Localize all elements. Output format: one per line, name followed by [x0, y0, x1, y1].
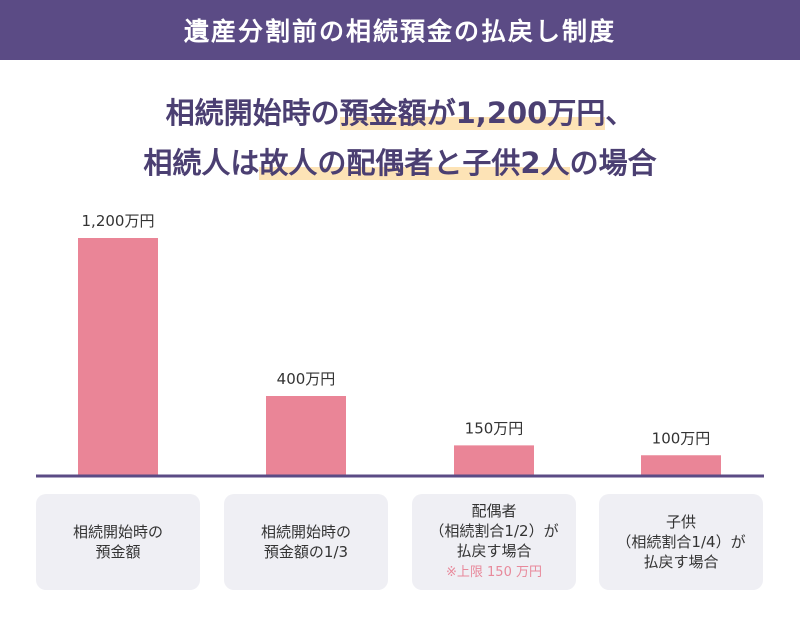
category-2-line-2: 預金額の1/3: [263, 543, 349, 561]
category-box-4: 子供 （相続割合1/4）が 払戻す場合: [599, 494, 763, 590]
subtitle-line-2-part-1: 相続人は: [143, 146, 260, 180]
subtitle-line-1: 相続開始時の預金額が1,200万円、: [0, 88, 800, 138]
subtitle-line-2: 相続人は故人の配偶者と子供2人の場合: [0, 138, 800, 188]
category-box-3: 配偶者 （相続割合1/2）が 払戻す場合 ※上限 150 万円: [412, 494, 576, 590]
category-4-line-2: （相続割合1/4）が: [616, 533, 746, 551]
subtitle-line-1-part-1: 相続開始時の: [165, 96, 340, 130]
category-4-line-3: 払戻す場合: [643, 553, 719, 571]
bar-2: [266, 396, 346, 475]
category-2-line-1: 相続開始時の: [260, 523, 351, 541]
category-1-line-2: 預金額: [95, 543, 141, 561]
subtitle-line-1-part-2: 預金額が1,200万円: [339, 96, 606, 130]
bar-1: [78, 238, 158, 475]
category-3-line-2: （相続割合1/2）が: [429, 522, 559, 540]
subtitle-line-2-part-3: の場合: [569, 146, 657, 180]
value-label-1: 1,200万円: [82, 212, 155, 230]
subtitle-line-1-part-3: 、: [605, 96, 635, 130]
category-box-2: 相続開始時の 預金額の1/3: [224, 494, 388, 590]
page-header: 遺産分割前の相続預金の払戻し制度: [0, 0, 800, 60]
category-3-note: ※上限 150 万円: [446, 565, 542, 580]
bar-3: [454, 445, 534, 475]
header-title: 遺産分割前の相続預金の払戻し制度: [183, 17, 616, 46]
category-3-line-3: 払戻す場合: [456, 542, 532, 560]
bar-4: [641, 455, 721, 475]
subtitle-line-2-part-2: 故人の配偶者と子供2人: [259, 146, 570, 180]
value-label-3: 150万円: [465, 419, 524, 437]
category-box-1: 相続開始時の 預金額: [36, 494, 200, 590]
value-label-4: 100万円: [652, 429, 711, 447]
category-1-line-1: 相続開始時の: [72, 523, 163, 541]
category-4-line-1: 子供: [665, 513, 696, 531]
chart-subtitle: 相続開始時の預金額が1,200万円、 相続人は故人の配偶者と子供2人の場合: [0, 88, 800, 188]
category-3-line-1: 配偶者: [471, 502, 517, 520]
value-label-2: 400万円: [277, 370, 336, 388]
